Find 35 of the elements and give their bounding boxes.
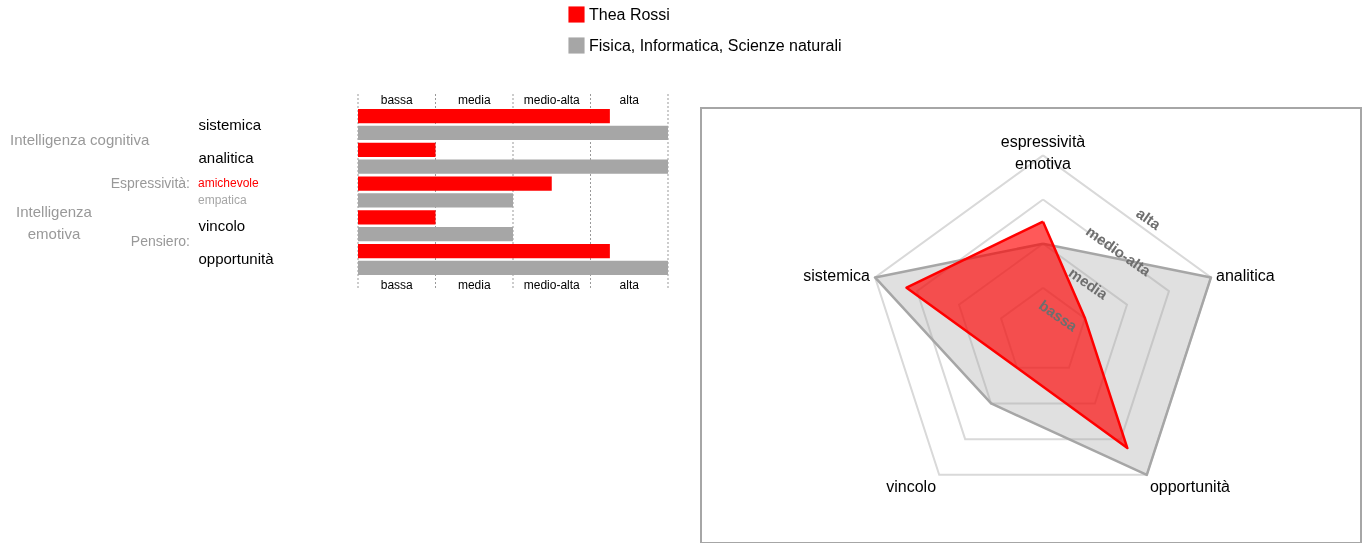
spoke-label: analitica bbox=[1216, 266, 1275, 284]
text: Pensiero: bbox=[130, 233, 190, 249]
bar bbox=[358, 260, 668, 275]
bar bbox=[358, 109, 610, 124]
text: empatica bbox=[198, 193, 248, 207]
bar bbox=[358, 193, 513, 208]
bar bbox=[358, 142, 436, 158]
bar bbox=[358, 243, 610, 259]
annotation: media bbox=[457, 93, 491, 107]
bar bbox=[358, 226, 513, 242]
text: amichevole bbox=[198, 176, 260, 190]
spoke-label: espressività emotiva bbox=[1000, 133, 1086, 173]
annotation: media bbox=[457, 278, 491, 292]
y-tick-label: analitica bbox=[198, 149, 255, 167]
bar bbox=[358, 125, 668, 141]
annotation: medio-alta bbox=[523, 93, 581, 107]
text: Intelligenza emotiva bbox=[16, 203, 93, 242]
spoke-label: sistemica bbox=[803, 266, 871, 284]
bar bbox=[358, 159, 668, 174]
annotation: alta bbox=[619, 93, 640, 107]
spoke-label: vincolo bbox=[886, 478, 937, 496]
annotation: bassa bbox=[380, 93, 414, 107]
bar bbox=[358, 176, 552, 191]
annotation: bassa bbox=[380, 278, 414, 292]
legend-label: Thea Rossi bbox=[589, 5, 670, 23]
y-tick-label: sistemica bbox=[198, 115, 262, 133]
spoke-label: opportunità bbox=[1149, 478, 1231, 496]
y-tick-label: vincolo bbox=[198, 216, 246, 234]
text: Espressività: bbox=[110, 175, 190, 191]
text: Intelligenza cognitiva bbox=[10, 131, 150, 148]
legend-label: Fisica, Informatica, Scienze naturali bbox=[589, 36, 842, 54]
y-tick-label: opportunità bbox=[198, 250, 275, 268]
annotation: alta bbox=[619, 278, 640, 292]
annotation: medio-alta bbox=[523, 278, 581, 292]
bar bbox=[358, 210, 436, 225]
